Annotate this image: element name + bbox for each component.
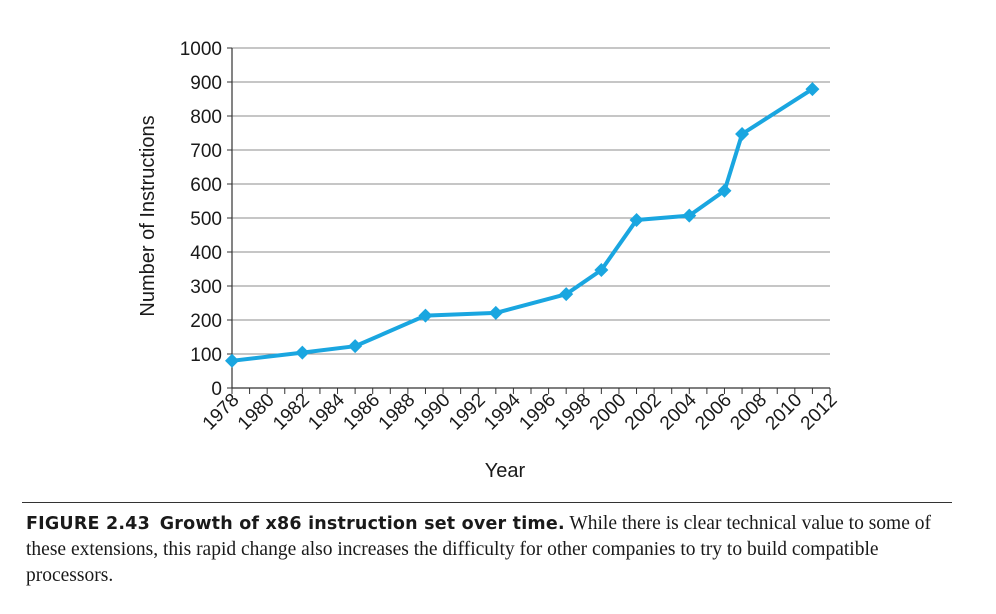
y-tick-label: 900 — [190, 73, 222, 94]
data-series — [225, 82, 820, 368]
x-axis-label: Year — [485, 460, 526, 482]
x-tick-labels: 1978198019821984198619881990199219941996… — [199, 389, 842, 434]
y-tick-label: 1000 — [180, 39, 222, 60]
caption-divider — [22, 502, 952, 503]
data-point-marker — [348, 339, 363, 354]
y-tick-label: 800 — [190, 107, 222, 128]
y-tick-label: 100 — [190, 345, 222, 366]
data-point-marker — [805, 82, 820, 97]
x-tick-label: 1978 — [199, 390, 244, 435]
x-tick-label: 1984 — [304, 389, 349, 434]
x-tick-label: 2004 — [656, 389, 701, 434]
x-tick-label: 2010 — [762, 390, 807, 435]
y-tick-label: 400 — [190, 243, 222, 264]
data-point-marker — [682, 208, 697, 223]
figure-label: FIGURE 2.43 — [26, 514, 150, 534]
figure-caption-text: While there is clear technical value to … — [26, 513, 932, 586]
data-point-marker — [629, 213, 644, 228]
figure-caption: FIGURE 2.43 Growth of x86 instruction se… — [26, 511, 956, 589]
data-point-marker — [594, 263, 609, 278]
y-tick-label: 700 — [190, 141, 222, 162]
x-tick-label: 1990 — [410, 390, 455, 435]
data-point-marker — [295, 345, 310, 360]
x-tick-label: 1996 — [515, 390, 560, 435]
y-axis-label: Number of Instructions — [137, 115, 159, 316]
y-tick-label: 0 — [211, 379, 222, 400]
y-tick-label: 600 — [190, 175, 222, 196]
x-tick-label: 2012 — [797, 390, 842, 435]
axes — [227, 47, 831, 394]
x-tick-label: 2008 — [726, 390, 771, 435]
data-point-marker — [418, 308, 433, 323]
x-tick-label: 1982 — [269, 390, 314, 435]
data-point-marker — [488, 305, 503, 320]
x-tick-label: 2000 — [586, 390, 631, 435]
x-tick-label: 2002 — [621, 390, 666, 435]
x-tick-label: 2006 — [691, 390, 736, 435]
data-point-marker — [735, 127, 750, 142]
y-tick-label: 300 — [190, 277, 222, 298]
figure-title: Growth of x86 instruction set over time. — [159, 514, 565, 534]
gridlines — [232, 47, 830, 355]
y-tick-labels: 0 100 200 300 400 500 600 700 800 900 1000 — [180, 39, 222, 400]
x-tick-label: 1998 — [551, 390, 596, 435]
data-point-marker — [559, 287, 574, 302]
x-tick-label: 1986 — [339, 390, 384, 435]
series-line — [230, 87, 815, 363]
x-tick-label: 1994 — [480, 389, 525, 434]
y-tick-label: 200 — [190, 311, 222, 332]
x-tick-label: 1988 — [375, 390, 420, 435]
data-point-marker — [225, 353, 239, 368]
x-tick-label: 1980 — [234, 390, 279, 435]
x-tick-label: 1992 — [445, 390, 490, 435]
y-tick-label: 500 — [190, 209, 222, 230]
data-point-marker — [717, 183, 732, 198]
